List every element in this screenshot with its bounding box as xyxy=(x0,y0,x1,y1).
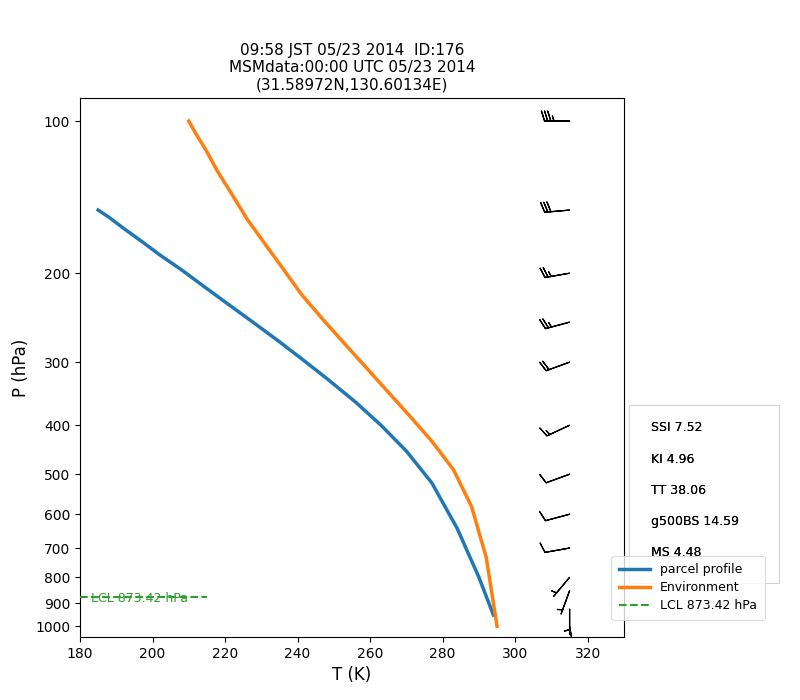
parcel profile xyxy=(118,224,128,232)
Environment xyxy=(278,265,288,273)
parcel profile xyxy=(104,213,114,221)
Environment xyxy=(191,130,201,138)
Text: SSI 7.52: SSI 7.52 xyxy=(651,421,702,435)
Text: MS 4.48: MS 4.48 xyxy=(651,547,702,559)
Environment xyxy=(227,190,237,199)
Environment xyxy=(482,553,491,561)
Legend: parcel profile, Environment, LCL 873.42 hPa: parcel profile, Environment, LCL 873.42 … xyxy=(611,556,765,620)
parcel profile xyxy=(427,479,437,487)
Line: parcel profile: parcel profile xyxy=(98,210,494,615)
Text: KI 4.96: KI 4.96 xyxy=(651,453,694,466)
Environment xyxy=(427,437,437,445)
parcel profile xyxy=(155,251,165,259)
Text: SSI 7.52: SSI 7.52 xyxy=(651,421,702,435)
Line: Environment: Environment xyxy=(189,121,497,626)
Text: LCL 873.42 hPa: LCL 873.42 hPa xyxy=(91,592,188,605)
parcel profile xyxy=(246,316,255,325)
Text: TT 38.06: TT 38.06 xyxy=(651,484,706,497)
LCL 873.42 hPa xyxy=(202,592,212,601)
Environment xyxy=(467,503,477,511)
Text: TT 38.06: TT 38.06 xyxy=(651,484,706,497)
parcel profile xyxy=(474,573,484,582)
Environment xyxy=(449,466,458,474)
parcel profile xyxy=(351,398,361,406)
parcel profile xyxy=(94,206,103,214)
X-axis label: T (K): T (K) xyxy=(332,666,372,685)
FancyBboxPatch shape xyxy=(630,405,779,583)
Text: g500BS 14.59: g500BS 14.59 xyxy=(651,515,739,528)
Environment xyxy=(383,388,393,396)
Title: 09:58 JST 05/23 2014  ID:176
MSMdata:00:00 UTC 05/23 2014
(31.58972N,130.60134E): 09:58 JST 05/23 2014 ID:176 MSMdata:00:0… xyxy=(229,43,475,92)
parcel profile xyxy=(220,298,230,306)
Text: KI 4.96: KI 4.96 xyxy=(651,453,694,466)
Environment xyxy=(242,214,252,223)
Environment xyxy=(184,117,194,125)
Environment xyxy=(213,167,222,176)
Environment xyxy=(202,148,212,156)
Environment xyxy=(406,412,415,421)
Text: g500BS 14.59: g500BS 14.59 xyxy=(651,515,739,528)
parcel profile xyxy=(489,611,498,620)
parcel profile xyxy=(376,421,386,430)
Environment xyxy=(362,364,371,372)
Environment xyxy=(297,290,306,298)
parcel profile xyxy=(322,374,331,383)
parcel profile xyxy=(402,447,411,455)
Environment xyxy=(260,239,270,248)
parcel profile xyxy=(452,524,462,533)
Environment xyxy=(340,340,350,348)
Y-axis label: P (hPa): P (hPa) xyxy=(11,338,30,397)
parcel profile xyxy=(177,266,186,274)
parcel profile xyxy=(137,237,146,246)
parcel profile xyxy=(297,354,306,363)
Text: MS 4.48: MS 4.48 xyxy=(651,547,702,559)
LCL 873.42 hPa xyxy=(75,592,85,601)
parcel profile xyxy=(198,282,208,290)
Environment xyxy=(492,622,502,631)
parcel profile xyxy=(271,335,281,343)
Environment xyxy=(318,315,328,323)
